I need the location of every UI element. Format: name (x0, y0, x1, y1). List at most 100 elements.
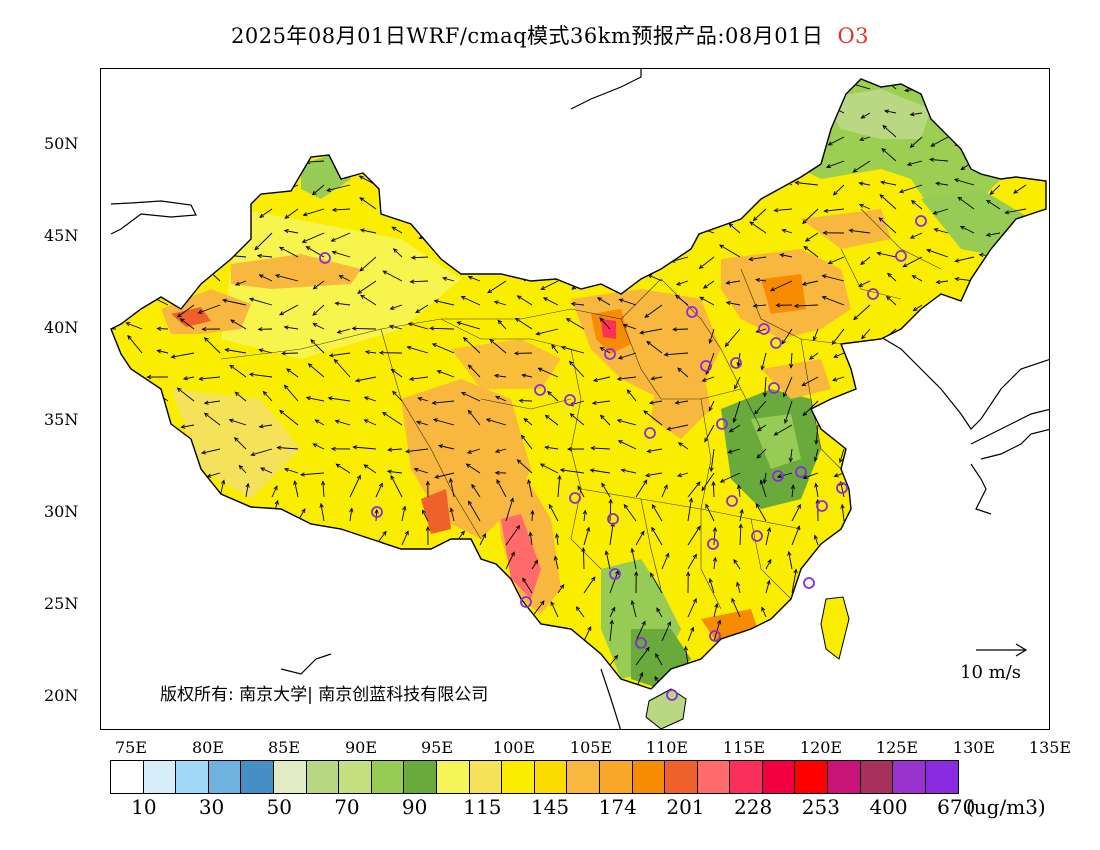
wind-vector (713, 667, 724, 689)
japan-coast-2 (980, 428, 1049, 460)
wind-vector (903, 256, 923, 268)
wind-vector-head (457, 602, 462, 608)
wind-vector-head (934, 624, 939, 630)
wind-vector (127, 136, 143, 143)
colorbar-label: 90 (401, 795, 428, 819)
wind-vector (542, 256, 559, 264)
wind-vector (815, 483, 819, 498)
wind-vector-head (634, 570, 639, 576)
wind-vector (313, 280, 325, 290)
wind-vector (895, 606, 900, 618)
wind-vector (521, 256, 533, 264)
wind-vector (349, 508, 353, 522)
wind-vector (677, 367, 689, 378)
wind-vector-head (902, 362, 908, 367)
wind-vector-head (904, 88, 910, 93)
wind-vector (461, 296, 481, 306)
wind-vector-head (459, 134, 465, 140)
wind-vector (337, 328, 351, 334)
wind-vector (601, 483, 611, 498)
lon-label-75e: 75E (114, 738, 148, 757)
wind-vector (849, 229, 871, 234)
colorbar-swatch (795, 761, 829, 793)
wind-vector-head (550, 601, 555, 606)
wind-vector-head (747, 80, 753, 85)
wind-vector-head (543, 208, 549, 213)
wind-vector-head (111, 249, 113, 255)
wind-vector (282, 160, 299, 175)
station-marker (609, 568, 621, 580)
wind-vector (444, 155, 455, 162)
wind-vector-head (137, 534, 142, 540)
wind-vector (618, 440, 637, 450)
wind-vector (895, 524, 902, 546)
wind-vector (789, 448, 793, 462)
wind-vector (415, 184, 429, 187)
wind-vector-head (571, 192, 577, 198)
wind-vector (157, 350, 169, 354)
wind-vector (671, 256, 689, 263)
wind-vector (409, 376, 429, 380)
station-marker (803, 577, 815, 589)
wind-vector (430, 327, 455, 330)
wind-vector-head (958, 303, 964, 308)
wind-vector-head (425, 525, 431, 531)
wind-vector (802, 280, 819, 285)
wind-vector (899, 184, 923, 193)
wind-vector (442, 256, 455, 260)
wind-vector-head (170, 354, 176, 359)
wind-vector (560, 469, 585, 474)
wind-vector-head (719, 244, 724, 249)
wind-vector-head (368, 621, 373, 627)
wind-vector-head (395, 601, 400, 607)
wind-vector-head (404, 530, 409, 536)
wind-vector (591, 208, 611, 219)
wind-vector-head (222, 535, 227, 541)
lon-label-95e: 95E (420, 738, 454, 757)
wind-vector-head (493, 258, 499, 263)
wind-vector (180, 318, 195, 330)
wind-vector-head (591, 214, 596, 219)
ozone-forecast-map[interactable] (100, 68, 1050, 730)
wind-vector (579, 704, 584, 713)
wind-vector (622, 208, 637, 219)
wind-vector (328, 397, 351, 402)
wind-vector (498, 667, 507, 689)
wind-vector-head (802, 411, 808, 417)
wind-vector (720, 472, 741, 483)
wind-vector-head (548, 503, 553, 509)
wind-vector-head (856, 401, 862, 407)
wind-vector (453, 603, 462, 618)
wind-vector-head (441, 644, 447, 650)
wind-vector (754, 400, 767, 415)
wind-vector-head (106, 214, 110, 218)
station-marker (816, 500, 828, 512)
wind-vector-head (748, 256, 754, 262)
wind-vector (323, 533, 334, 546)
wind-vector (387, 470, 403, 474)
wind-vector (335, 302, 351, 306)
wind-vector-head (250, 452, 256, 457)
wind-vector (934, 228, 949, 234)
wind-vector (881, 352, 897, 358)
lon-label-105e: 105E (569, 738, 613, 757)
wind-vector-head (231, 145, 237, 151)
wind-vector-head (125, 388, 131, 393)
wind-vector (162, 627, 169, 642)
wind-vector-head (446, 627, 451, 633)
wind-vector (193, 599, 202, 618)
wind-vector-head (224, 347, 230, 353)
wind-vector (313, 443, 325, 450)
wind-vector (946, 448, 949, 466)
wind-vector-head (933, 402, 939, 407)
wind-vector (391, 369, 403, 378)
wind-vector-head (540, 600, 545, 606)
wind-vector (714, 697, 722, 713)
wind-vector (631, 600, 637, 618)
wind-vector (991, 482, 1001, 498)
wind-vector (495, 448, 507, 453)
wind-vector-head (623, 503, 629, 509)
wind-vector (822, 275, 845, 282)
wind-vector (566, 200, 585, 210)
wind-vector-head (351, 674, 356, 680)
